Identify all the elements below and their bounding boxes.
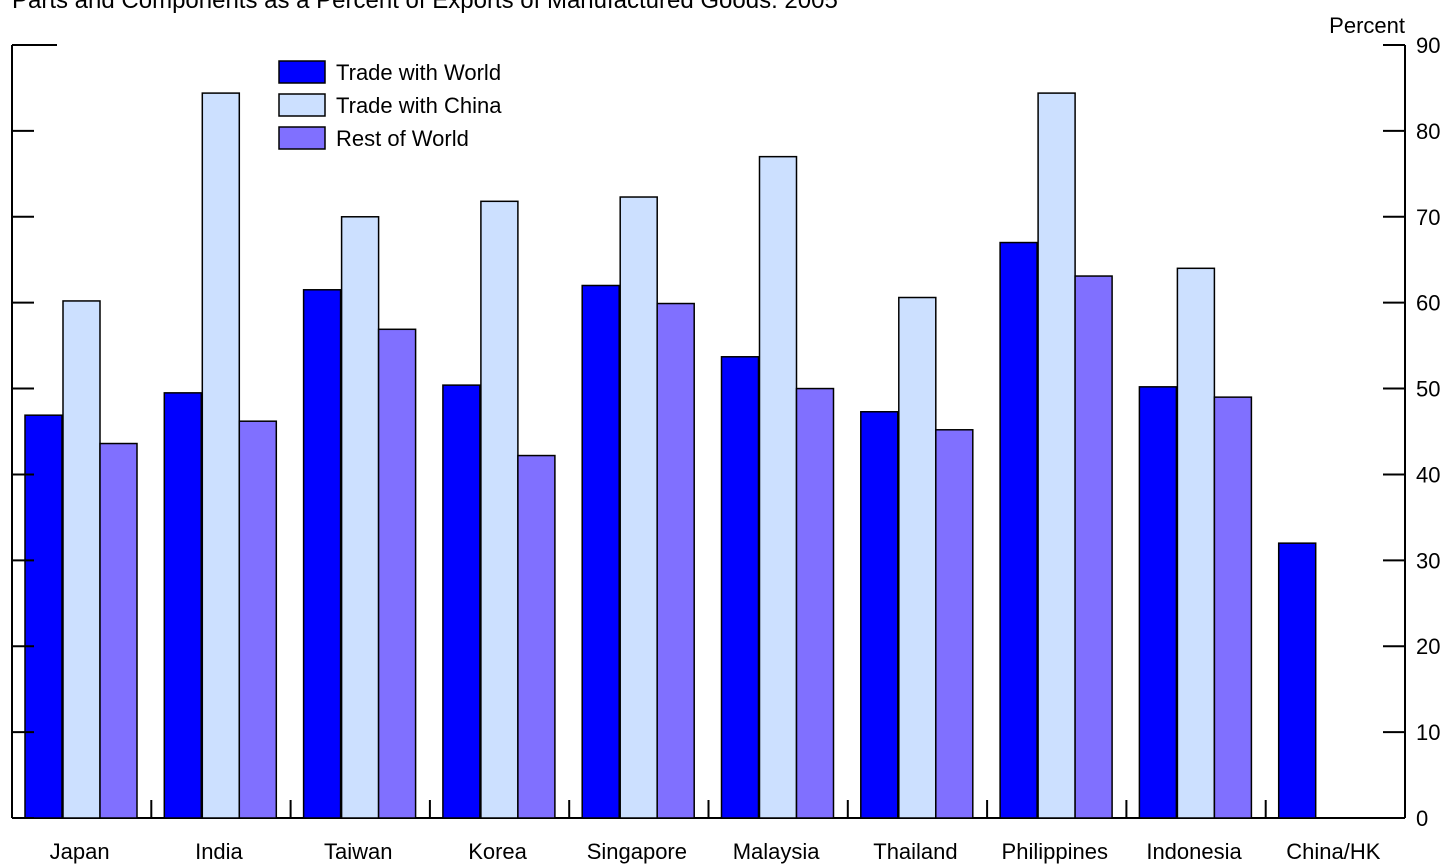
bar-trade-with-world (720, 356, 760, 819)
x-tick-label: India (195, 839, 243, 864)
bar-rest-of-world (517, 454, 556, 819)
y-tick-label: 30 (1416, 548, 1440, 573)
x-tick-label: Singapore (587, 839, 687, 864)
bar-rest-of-world (935, 429, 974, 819)
bar-rest-of-world (1213, 396, 1253, 819)
y-axis: 0 10 20 30 40 50 60 70 80 90 Percent (12, 13, 1440, 831)
y-tick-label: 50 (1416, 377, 1440, 402)
x-tick-label: Korea (468, 839, 527, 864)
y-tick-label: 10 (1416, 720, 1440, 745)
y-tick-label: 60 (1416, 291, 1440, 316)
x-tick-label: Indonesia (1146, 839, 1242, 864)
bars-layer (24, 92, 1317, 819)
legend-swatch (278, 93, 326, 117)
bar-trade-with-china (62, 300, 101, 819)
x-axis: Japan India Taiwan Korea Singapore Malaysia Th… (50, 800, 1381, 864)
x-tick-label: Taiwan (324, 839, 392, 864)
bar-trade-with-world (163, 392, 203, 819)
y-tick-label: 80 (1416, 119, 1440, 144)
legend: Trade with World Trade with China Rest of … (278, 60, 502, 151)
x-tick-label: Japan (50, 839, 110, 864)
bar-trade-with-china (898, 296, 937, 819)
bar-rest-of-world (238, 420, 278, 819)
y-tick-label: 70 (1416, 205, 1440, 230)
bar-rest-of-world (656, 302, 695, 819)
bar-trade-with-china (480, 200, 519, 819)
bar-trade-with-china (201, 92, 241, 819)
x-tick-label: Philippines (1002, 839, 1108, 864)
bar-rest-of-world (1074, 275, 1113, 819)
bar-trade-with-china (340, 216, 380, 819)
bar-rest-of-world (377, 328, 417, 819)
legend-label: Trade with China (336, 93, 502, 118)
y-tick-label: 90 (1416, 33, 1440, 58)
bar-trade-with-world (581, 284, 620, 819)
bar-trade-with-china (1037, 92, 1076, 819)
bar-trade-with-china (1176, 267, 1216, 819)
x-tick-label: Malaysia (733, 839, 821, 864)
chart-title: Parts and Components as a Percent of Exp… (12, 0, 838, 14)
bar-trade-with-world (24, 414, 63, 819)
bar-trade-with-china (619, 196, 658, 819)
bar-trade-with-world (442, 384, 481, 819)
legend-label: Trade with World (336, 60, 501, 85)
bar-rest-of-world (795, 387, 835, 819)
y-axis-label: Percent (1329, 13, 1405, 38)
legend-label: Rest of World (336, 126, 469, 151)
x-tick-label: Thailand (873, 839, 957, 864)
bar-trade-with-world (860, 410, 899, 819)
bar-trade-with-world (1277, 542, 1317, 819)
y-tick-label: 40 (1416, 462, 1440, 487)
bar-trade-with-world (999, 241, 1038, 819)
legend-swatch (278, 126, 326, 150)
legend-swatch (278, 60, 326, 84)
bar-trade-with-world (1138, 386, 1178, 819)
bar-trade-with-china (758, 155, 798, 819)
bar-trade-with-world (302, 289, 342, 819)
y-tick-label: 20 (1416, 634, 1440, 659)
y-tick-label: 0 (1416, 806, 1428, 831)
bar-rest-of-world (99, 442, 138, 819)
x-tick-label: China/HK (1286, 839, 1380, 864)
